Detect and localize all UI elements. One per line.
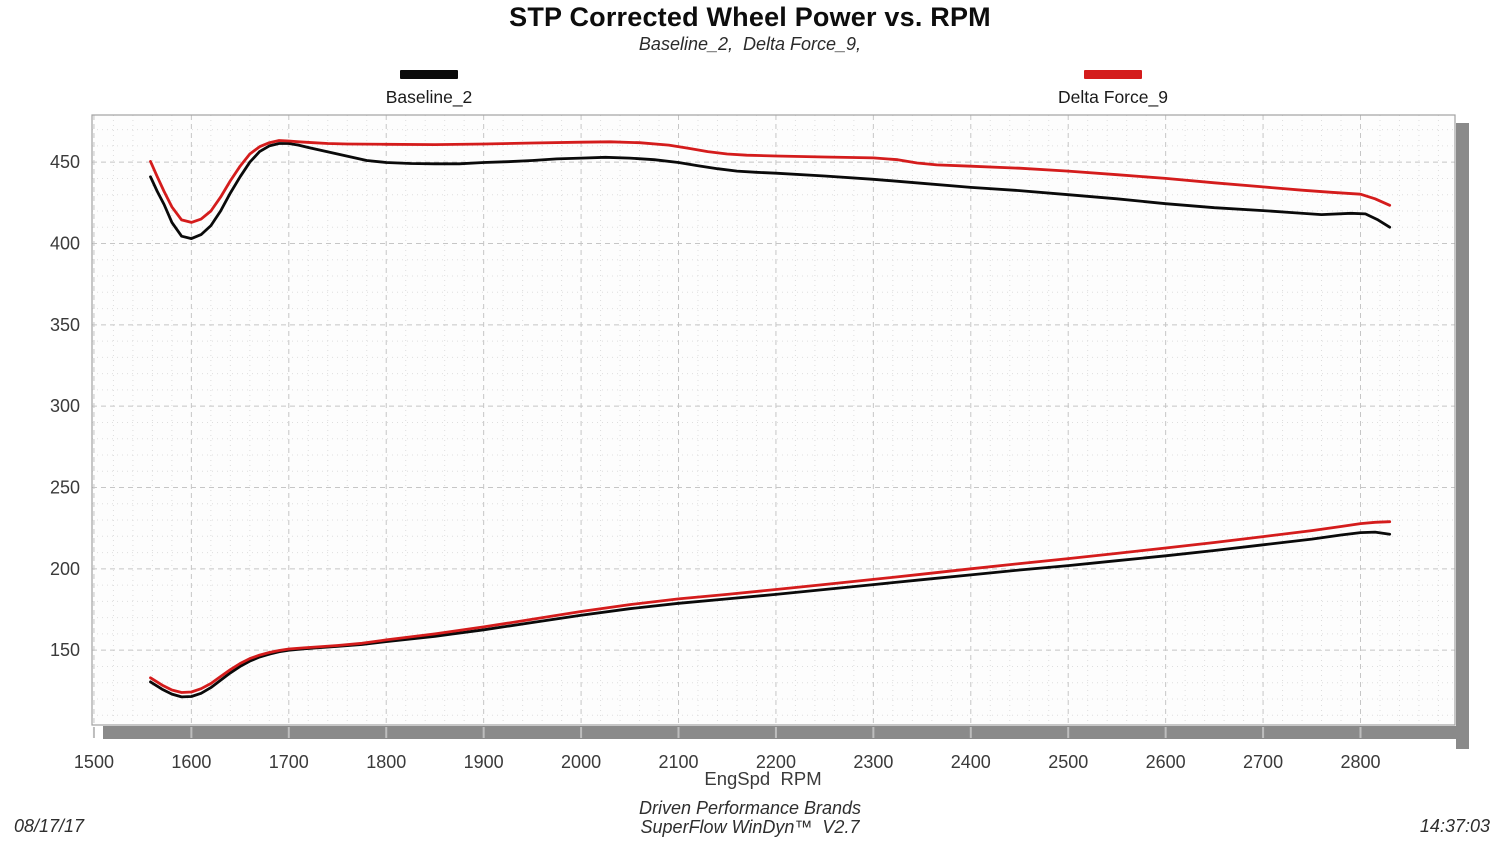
x-tick-label: 2700 bbox=[1243, 752, 1283, 772]
y-tick-label: 250 bbox=[50, 478, 80, 498]
x-axis-label: EngSpd RPM bbox=[704, 768, 822, 789]
legend-label-baseline: Baseline_2 bbox=[385, 87, 473, 107]
y-tick-label: 350 bbox=[50, 315, 80, 335]
plot-frame bbox=[91, 114, 1456, 726]
series-line bbox=[149, 142, 1392, 241]
y-tick-label: 150 bbox=[50, 640, 80, 660]
plot-background bbox=[92, 115, 1455, 725]
legend-label-delta-force: Delta Force_9 bbox=[1058, 87, 1168, 107]
legend-swatch-baseline bbox=[400, 70, 458, 79]
axis-shadow-bar-right bbox=[1456, 123, 1469, 749]
x-tick-label: 1900 bbox=[464, 752, 504, 772]
y-tick-label: 200 bbox=[50, 559, 80, 579]
x-tick-label: 2400 bbox=[951, 752, 991, 772]
x-tick-label: 1700 bbox=[269, 752, 309, 772]
series-line bbox=[149, 530, 1392, 699]
x-tick-label: 1800 bbox=[366, 752, 406, 772]
axis-shadow-bar-bottom bbox=[103, 726, 1468, 739]
legend-swatch-delta-force bbox=[1084, 70, 1142, 79]
y-tick-label: 450 bbox=[50, 152, 80, 172]
x-tick-label: 2500 bbox=[1048, 752, 1088, 772]
y-tick-label: 400 bbox=[50, 234, 80, 254]
series-line bbox=[149, 139, 1392, 224]
y-tick-label: 300 bbox=[50, 396, 80, 416]
x-tick-label: 2300 bbox=[853, 752, 893, 772]
footer-time: 14:37:03 bbox=[1419, 816, 1490, 836]
x-tick-label: 1500 bbox=[74, 752, 114, 772]
series-line bbox=[149, 520, 1392, 694]
x-tick-label: 2800 bbox=[1340, 752, 1380, 772]
x-tick-label: 2100 bbox=[658, 752, 698, 772]
footer-brand-line: Driven Performance Brands bbox=[638, 798, 862, 818]
page-title: STP Corrected Wheel Power vs. RPM bbox=[509, 2, 991, 32]
footer-version-line: SuperFlow WinDyn™ V2.7 bbox=[640, 817, 860, 837]
x-tick-label: 1600 bbox=[171, 752, 211, 772]
x-tick-label: 2600 bbox=[1146, 752, 1186, 772]
x-tick-label: 2200 bbox=[756, 752, 796, 772]
x-tick-label: 2000 bbox=[561, 752, 601, 772]
footer-date: 08/17/17 bbox=[14, 816, 85, 836]
page-subtitle: Baseline_2, Delta Force_9, bbox=[638, 34, 862, 54]
